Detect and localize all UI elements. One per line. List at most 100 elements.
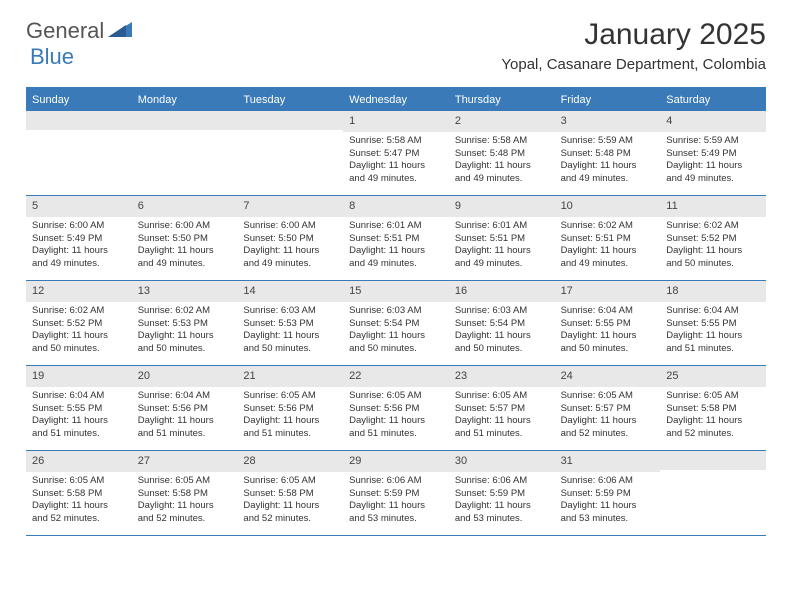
sunset-text: Sunset: 5:57 PM [455,403,549,416]
day-cell: 17Sunrise: 6:04 AMSunset: 5:55 PMDayligh… [555,281,661,365]
weekday-wednesday: Wednesday [343,89,449,111]
day-content: Sunrise: 6:03 AMSunset: 5:54 PMDaylight:… [449,305,555,356]
sunrise-text: Sunrise: 6:05 AM [32,475,126,488]
day-cell: 2Sunrise: 5:58 AMSunset: 5:48 PMDaylight… [449,111,555,195]
sunset-text: Sunset: 5:48 PM [561,148,655,161]
day-number: 27 [132,451,238,472]
day-content: Sunrise: 6:02 AMSunset: 5:52 PMDaylight:… [660,220,766,271]
brand-general: General [26,18,104,44]
week-row: 12Sunrise: 6:02 AMSunset: 5:52 PMDayligh… [26,281,766,366]
day-content: Sunrise: 6:03 AMSunset: 5:54 PMDaylight:… [343,305,449,356]
sunrise-text: Sunrise: 6:05 AM [138,475,232,488]
header: General January 2025 Yopal, Casanare Dep… [0,0,792,79]
daylight-text: Daylight: 11 hours and 50 minutes. [32,330,126,356]
daylight-text: Daylight: 11 hours and 53 minutes. [561,500,655,526]
daylight-text: Daylight: 11 hours and 53 minutes. [349,500,443,526]
sunrise-text: Sunrise: 6:00 AM [138,220,232,233]
sunrise-text: Sunrise: 6:05 AM [561,390,655,403]
weekday-header-row: Sunday Monday Tuesday Wednesday Thursday… [26,89,766,111]
day-number: 24 [555,366,661,387]
weeks-container: 1Sunrise: 5:58 AMSunset: 5:47 PMDaylight… [26,111,766,536]
sunset-text: Sunset: 5:52 PM [666,233,760,246]
sunrise-text: Sunrise: 6:03 AM [455,305,549,318]
day-content: Sunrise: 6:06 AMSunset: 5:59 PMDaylight:… [555,475,661,526]
day-content: Sunrise: 6:02 AMSunset: 5:53 PMDaylight:… [132,305,238,356]
daylight-text: Daylight: 11 hours and 51 minutes. [349,415,443,441]
day-cell: 26 Sunrise: 6:05 AMSunset: 5:58 PMDayligh… [26,451,132,535]
daylight-text: Daylight: 11 hours and 49 minutes. [666,160,760,186]
day-content: Sunrise: 6:06 AMSunset: 5:59 PMDaylight:… [343,475,449,526]
day-cell: 13 Sunrise: 6:02 AMSunset: 5:53 PMDayligh… [132,281,238,365]
daylight-text: Daylight: 11 hours and 50 minutes. [666,245,760,271]
sunrise-text: Sunrise: 6:05 AM [243,475,337,488]
day-cell-empty [26,111,132,195]
sunrise-text: Sunrise: 5:59 AM [561,135,655,148]
day-cell: 11 Sunrise: 6:02 AMSunset: 5:52 PMDayligh… [660,196,766,280]
day-cell: 25Sunrise: 6:05 AMSunset: 5:58 PMDayligh… [660,366,766,450]
day-number: 11 [660,196,766,217]
daylight-text: Daylight: 11 hours and 52 minutes. [32,500,126,526]
day-content: Sunrise: 6:06 AMSunset: 5:59 PMDaylight:… [449,475,555,526]
daylight-text: Daylight: 11 hours and 52 minutes. [138,500,232,526]
day-content: Sunrise: 6:04 AMSunset: 5:55 PMDaylight:… [26,390,132,441]
daylight-text: Daylight: 11 hours and 52 minutes. [666,415,760,441]
sunset-text: Sunset: 5:51 PM [349,233,443,246]
day-content: Sunrise: 6:01 AMSunset: 5:51 PMDaylight:… [449,220,555,271]
day-content: Sunrise: 6:05 AMSunset: 5:56 PMDaylight:… [237,390,343,441]
day-cell: 19Sunrise: 6:04 AMSunset: 5:55 PMDayligh… [26,366,132,450]
day-content: Sunrise: 6:04 AMSunset: 5:55 PMDaylight:… [660,305,766,356]
week-row: 1Sunrise: 5:58 AMSunset: 5:47 PMDaylight… [26,111,766,196]
day-content: Sunrise: 5:59 AMSunset: 5:48 PMDaylight:… [555,135,661,186]
sunrise-text: Sunrise: 5:59 AM [666,135,760,148]
day-cell: 29Sunrise: 6:06 AMSunset: 5:59 PMDayligh… [343,451,449,535]
day-cell: 7Sunrise: 6:00 AMSunset: 5:50 PMDaylight… [237,196,343,280]
day-content: Sunrise: 6:02 AMSunset: 5:52 PMDaylight:… [26,305,132,356]
daylight-text: Daylight: 11 hours and 49 minutes. [455,160,549,186]
sunset-text: Sunset: 5:54 PM [349,318,443,331]
day-number: 14 [237,281,343,302]
daylight-text: Daylight: 11 hours and 50 minutes. [455,330,549,356]
day-cell: 22Sunrise: 6:05 AMSunset: 5:56 PMDayligh… [343,366,449,450]
day-number [26,111,132,130]
day-number: 13 [132,281,238,302]
day-content: Sunrise: 6:04 AMSunset: 5:56 PMDaylight:… [132,390,238,441]
day-number: 20 [132,366,238,387]
day-content: Sunrise: 6:00 AMSunset: 5:49 PMDaylight:… [26,220,132,271]
daylight-text: Daylight: 11 hours and 52 minutes. [561,415,655,441]
daylight-text: Daylight: 11 hours and 49 minutes. [138,245,232,271]
day-cell: 30Sunrise: 6:06 AMSunset: 5:59 PMDayligh… [449,451,555,535]
day-number: 26 [26,451,132,472]
daylight-text: Daylight: 11 hours and 50 minutes. [349,330,443,356]
day-cell: 15 Sunrise: 6:03 AMSunset: 5:54 PMDayligh… [343,281,449,365]
weekday-tuesday: Tuesday [237,89,343,111]
sunset-text: Sunset: 5:55 PM [32,403,126,416]
day-cell: 23Sunrise: 6:05 AMSunset: 5:57 PMDayligh… [449,366,555,450]
day-content: Sunrise: 6:01 AMSunset: 5:51 PMDaylight:… [343,220,449,271]
day-cell: 27 Sunrise: 6:05 AMSunset: 5:58 PMDayligh… [132,451,238,535]
sunset-text: Sunset: 5:58 PM [666,403,760,416]
daylight-text: Daylight: 11 hours and 49 minutes. [349,160,443,186]
sunrise-text: Sunrise: 6:02 AM [561,220,655,233]
day-cell: 18Sunrise: 6:04 AMSunset: 5:55 PMDayligh… [660,281,766,365]
sunset-text: Sunset: 5:58 PM [138,488,232,501]
sunset-text: Sunset: 5:56 PM [138,403,232,416]
sunset-text: Sunset: 5:59 PM [561,488,655,501]
day-cell-empty [132,111,238,195]
day-number [660,451,766,470]
day-cell: 14Sunrise: 6:03 AMSunset: 5:53 PMDayligh… [237,281,343,365]
sunrise-text: Sunrise: 6:05 AM [666,390,760,403]
daylight-text: Daylight: 11 hours and 51 minutes. [455,415,549,441]
sunrise-text: Sunrise: 6:04 AM [561,305,655,318]
calendar-grid: Sunday Monday Tuesday Wednesday Thursday… [26,87,766,536]
day-cell: 9Sunrise: 6:01 AMSunset: 5:51 PMDaylight… [449,196,555,280]
sunset-text: Sunset: 5:51 PM [561,233,655,246]
day-cell: 5Sunrise: 6:00 AMSunset: 5:49 PMDaylight… [26,196,132,280]
daylight-text: Daylight: 11 hours and 49 minutes. [32,245,126,271]
day-content: Sunrise: 6:05 AMSunset: 5:58 PMDaylight:… [26,475,132,526]
day-cell: 1Sunrise: 5:58 AMSunset: 5:47 PMDaylight… [343,111,449,195]
day-cell: 31Sunrise: 6:06 AMSunset: 5:59 PMDayligh… [555,451,661,535]
brand-logo: General [26,18,136,44]
day-content: Sunrise: 5:58 AMSunset: 5:47 PMDaylight:… [343,135,449,186]
day-content: Sunrise: 6:05 AMSunset: 5:57 PMDaylight:… [555,390,661,441]
day-number: 15 [343,281,449,302]
